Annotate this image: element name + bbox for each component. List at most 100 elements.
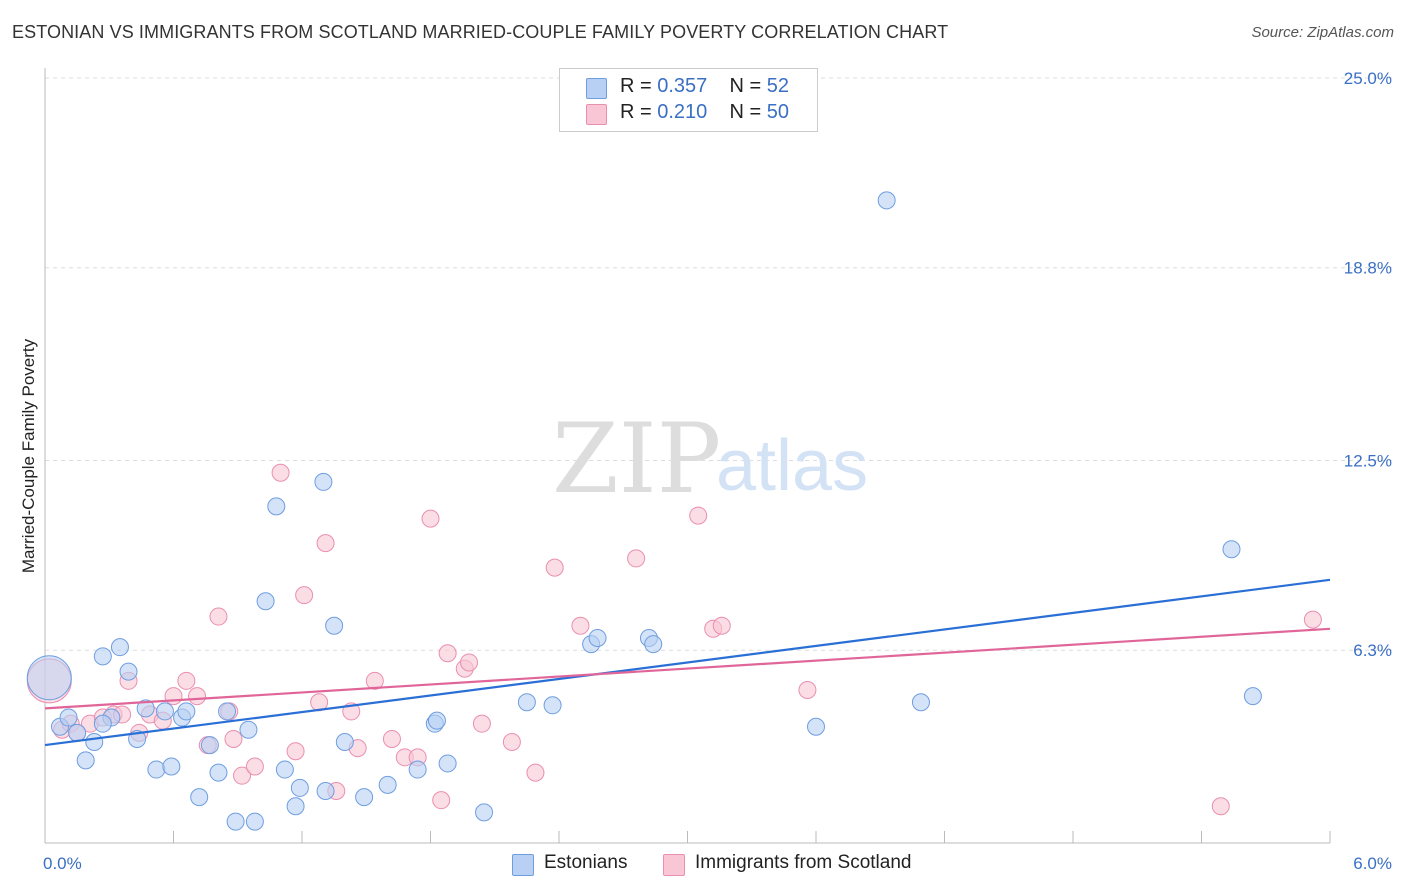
scotland-point-21	[295, 586, 314, 605]
scotland-n-value: 50	[766, 101, 790, 123]
estonians-point-3	[68, 723, 87, 742]
points-layer	[26, 191, 1322, 831]
scotland-point-41	[627, 549, 646, 568]
scotland-swatch	[586, 104, 607, 125]
scotland-point-36	[472, 714, 491, 733]
legend-label-estonians: Estonians	[544, 852, 628, 873]
scotland-point-40	[571, 616, 590, 635]
legend-swatch-estonians	[512, 854, 534, 876]
scotland-point-46	[1211, 797, 1230, 816]
scotland-point-33	[438, 644, 457, 663]
estonians-point-6	[93, 647, 112, 666]
estonians-point-9	[119, 662, 138, 681]
x-tick-label-1: 6.0%	[1353, 854, 1392, 873]
estonians-point-23	[245, 812, 264, 831]
legend-swatch-scotland	[663, 854, 685, 876]
estonians-point-22	[239, 720, 258, 739]
estonians-point-41	[543, 696, 562, 715]
scotland-point-37	[502, 733, 521, 752]
estonians-point-47	[877, 191, 896, 210]
estonians-point-19	[209, 763, 228, 782]
scotland-trend-line	[44, 627, 1331, 710]
scotland-point-35	[460, 653, 479, 672]
estonians-n-label: N =	[729, 75, 762, 97]
estonians-point-37	[427, 711, 446, 730]
scotland-point-14	[209, 607, 228, 626]
y-tick-label-1: 12.5%	[1344, 452, 1392, 471]
y-tick-label-3: 25.0%	[1344, 69, 1392, 88]
estonians-swatch	[586, 78, 607, 99]
estonians-point-0	[26, 655, 72, 701]
x-tick-label-0: 0.0%	[43, 854, 82, 873]
scotland-point-23	[316, 534, 335, 553]
scotland-point-16	[224, 729, 243, 748]
estonians-point-31	[314, 472, 333, 491]
estonians-point-40	[517, 693, 536, 712]
estonians-point-50	[1243, 687, 1262, 706]
estonians-point-12	[147, 760, 166, 779]
estonians-point-38	[438, 754, 457, 773]
estonians-point-39	[475, 803, 494, 822]
estonians-point-26	[275, 760, 294, 779]
estonians-point-51	[93, 714, 112, 733]
estonians-point-20	[218, 702, 237, 721]
scotland-point-10	[164, 687, 183, 706]
estonians-point-21	[226, 812, 245, 831]
estonians-point-43	[588, 628, 607, 647]
trend-layer	[44, 578, 1331, 747]
estonians-point-25	[267, 497, 286, 516]
scotland-point-47	[1303, 610, 1322, 629]
y-tick-label-0: 6.3%	[1353, 641, 1392, 660]
estonians-point-24	[256, 592, 275, 611]
labels-layer: 6.3% 12.5% 18.8% 25.0% 0.0% 6.0% Married-Coupl…	[19, 69, 1392, 873]
scotland-r-label: R =	[620, 101, 652, 123]
scotland-point-27	[365, 671, 384, 690]
estonians-point-32	[335, 733, 354, 752]
estonians-point-11	[136, 699, 155, 718]
watermark-zip: ZIP	[552, 403, 721, 515]
estonians-point-13	[155, 702, 174, 721]
estonians-point-35	[408, 760, 427, 779]
estonians-point-18	[200, 736, 219, 755]
estonians-point-16	[177, 702, 196, 721]
scotland-point-17	[233, 766, 252, 785]
estonians-point-30	[325, 616, 344, 635]
estonians-point-8	[110, 638, 129, 657]
estonians-point-33	[355, 788, 374, 807]
estonians-point-27	[286, 797, 305, 816]
estonians-trend-line	[44, 578, 1331, 747]
scotland-point-44	[712, 616, 731, 635]
estonians-point-48	[911, 693, 930, 712]
estonians-point-17	[190, 788, 209, 807]
scotland-n-label: N =	[729, 101, 762, 123]
estonians-point-29	[316, 781, 335, 800]
estonians-point-2	[59, 708, 78, 727]
scotland-point-39	[545, 558, 564, 577]
scotland-point-19	[271, 463, 290, 482]
y-axis-title: Married-Couple Family Poverty	[19, 338, 38, 573]
legend-label-scotland: Immigrants from Scotland	[695, 852, 912, 873]
estonians-point-49	[1222, 540, 1241, 559]
estonians-point-34	[378, 775, 397, 794]
scotland-point-18	[245, 757, 264, 776]
estonians-point-4	[76, 751, 95, 770]
watermark: ZIP atlas	[552, 403, 868, 515]
scotland-point-28	[382, 729, 401, 748]
estonians-r-value: 0.357	[657, 75, 708, 97]
source-label: Source: ZipAtlas.com	[1251, 24, 1394, 41]
scotland-point-42	[689, 506, 708, 525]
scotland-point-38	[526, 763, 545, 782]
scotland-point-12	[188, 687, 207, 706]
estonians-point-5	[85, 733, 104, 752]
stats-legend: R = 0.357 N = 52 R = 0.210 N = 50	[559, 68, 818, 132]
scotland-point-20	[286, 742, 305, 761]
estonians-point-14	[162, 757, 181, 776]
scotland-point-45	[798, 681, 817, 699]
scotland-point-11	[177, 671, 196, 690]
chart-title: ESTONIAN VS IMMIGRANTS FROM SCOTLAND MAR…	[12, 22, 949, 42]
estonians-point-28	[290, 778, 309, 797]
axis-layer	[44, 68, 1331, 844]
scotland-point-32	[432, 791, 451, 810]
estonians-n-value: 52	[766, 75, 790, 97]
